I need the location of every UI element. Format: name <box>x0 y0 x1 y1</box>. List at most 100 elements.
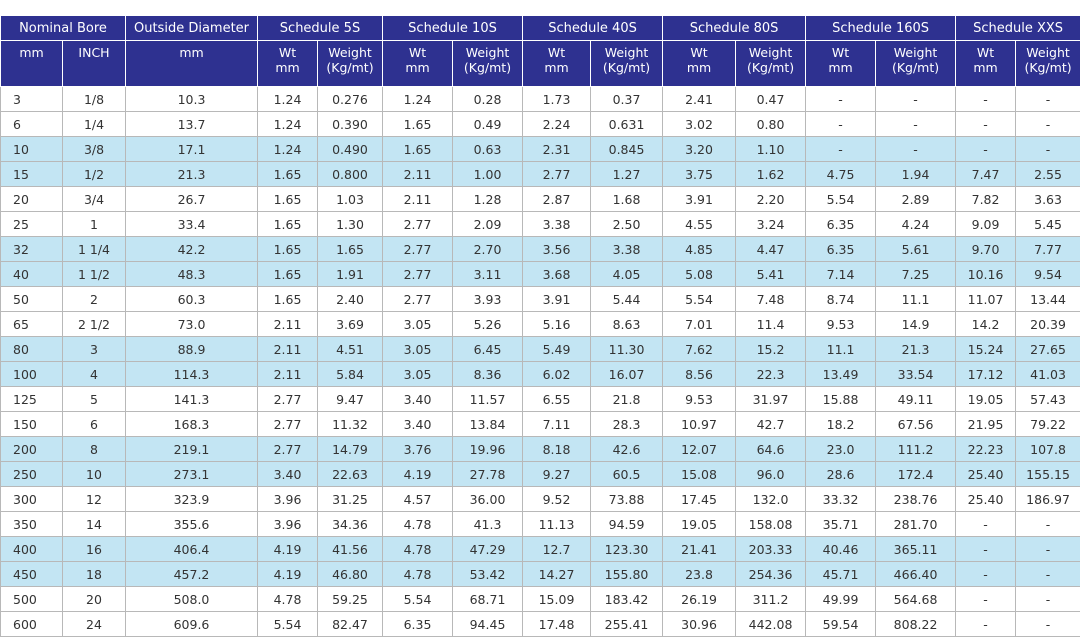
table-cell: - <box>955 111 1017 137</box>
table-row: 10 3/8 17.1 1.24 0.490 1.65 0.63 2.31 0.845 3.20 1… <box>0 136 1080 162</box>
table-cell: 10 <box>0 136 63 162</box>
table-cell: 100 <box>0 361 63 387</box>
column-header: Wt mm <box>955 40 1017 87</box>
column-group-header: Schedule 80S <box>662 15 807 41</box>
table-cell: 14.79 <box>317 436 383 462</box>
table-cell: 14.27 <box>522 561 592 587</box>
table-cell: - <box>1015 586 1080 612</box>
table-cell: 9.70 <box>955 236 1017 262</box>
table-cell: 0.631 <box>590 111 664 137</box>
table-cell: 2 <box>62 286 126 312</box>
table-cell: - <box>875 136 957 162</box>
table-cell: 4.47 <box>735 236 807 262</box>
table-cell: 25 <box>0 211 63 237</box>
table-cell: 60.5 <box>590 461 664 487</box>
table-cell: 2.77 <box>257 386 318 412</box>
table-cell: 3/8 <box>62 136 126 162</box>
table-cell: 6.35 <box>382 611 453 637</box>
table-cell: 1 <box>62 211 126 237</box>
table-row: 150 6 168.3 2.77 11.32 3.40 13.84 7.11 28.3 10.97… <box>0 411 1080 437</box>
table-cell: - <box>955 86 1017 112</box>
table-cell: 23.0 <box>805 436 877 462</box>
table-cell: 18 <box>62 561 126 587</box>
table-cell: 186.97 <box>1015 486 1080 512</box>
table-cell: 33.4 <box>125 211 258 237</box>
table-cell: 73.0 <box>125 311 258 337</box>
table-cell: 49.99 <box>805 586 877 612</box>
table-cell: 33.32 <box>805 486 877 512</box>
table-cell: 48.3 <box>125 261 258 287</box>
table-cell: 21.41 <box>662 536 737 562</box>
column-header: Weight (Kg/mt) <box>875 40 957 87</box>
table-cell: 59.25 <box>317 586 383 612</box>
table-cell: 5.54 <box>805 186 877 212</box>
table-cell: 1.10 <box>735 136 807 162</box>
table-cell: 9.53 <box>805 311 877 337</box>
table-cell: 60.3 <box>125 286 258 312</box>
table-cell: 4.57 <box>382 486 453 512</box>
table-cell: 8.36 <box>451 361 524 387</box>
table-cell: 1.28 <box>451 186 524 212</box>
table-cell: 183.42 <box>590 586 664 612</box>
table-cell: 21.95 <box>955 411 1017 437</box>
table-cell: 23.8 <box>662 561 737 587</box>
table-cell: 1.24 <box>257 111 318 137</box>
table-cell: 1.24 <box>257 136 318 162</box>
table-cell: 3.05 <box>382 361 453 387</box>
table-cell: 4.19 <box>257 536 318 562</box>
table-cell: 219.1 <box>125 436 258 462</box>
table-cell: 1.65 <box>257 261 318 287</box>
table-cell: 0.390 <box>317 111 383 137</box>
table-row: 300 12 323.9 3.96 31.25 4.57 36.00 9.52 73.88 17.… <box>0 486 1080 512</box>
table-cell: 1/4 <box>62 111 126 137</box>
table-cell: 3 <box>0 86 63 112</box>
table-cell: 3.11 <box>451 261 524 287</box>
table-cell: - <box>1015 136 1080 162</box>
table-cell: 508.0 <box>125 586 258 612</box>
table-cell: 273.1 <box>125 461 258 487</box>
table-cell: 11.57 <box>451 386 524 412</box>
table-cell: 4.19 <box>382 461 453 487</box>
table-cell: 53.42 <box>451 561 524 587</box>
table-cell: 45.71 <box>805 561 877 587</box>
table-cell: 3.96 <box>257 511 318 537</box>
table-cell: 4 <box>62 361 126 387</box>
table-cell: 8.63 <box>590 311 664 337</box>
table-cell: 5.16 <box>522 311 592 337</box>
table-cell: 16.07 <box>590 361 664 387</box>
table-cell: 564.68 <box>875 586 957 612</box>
table-cell: 2.09 <box>451 211 524 237</box>
column-group-header: Schedule XXS <box>955 15 1080 41</box>
table-cell: 3.63 <box>1015 186 1080 212</box>
table-cell: 3.05 <box>382 311 453 337</box>
table-cell: 1.65 <box>382 136 453 162</box>
table-cell: 2.77 <box>382 261 453 287</box>
table-cell: 1/8 <box>62 86 126 112</box>
table-cell: 1.94 <box>875 161 957 187</box>
table-cell: 3.40 <box>257 461 318 487</box>
table-cell: 13.84 <box>451 411 524 437</box>
table-cell: 3.91 <box>522 286 592 312</box>
table-cell: 15.88 <box>805 386 877 412</box>
table-cell: 8.18 <box>522 436 592 462</box>
table-cell: 59.54 <box>805 611 877 637</box>
table-cell: 254.36 <box>735 561 807 587</box>
table-cell: 3.56 <box>522 236 592 262</box>
table-cell: 2.31 <box>522 136 592 162</box>
table-cell: 0.845 <box>590 136 664 162</box>
table-cell: 1.03 <box>317 186 383 212</box>
table-cell: 808.22 <box>875 611 957 637</box>
table-cell: 6.02 <box>522 361 592 387</box>
table-cell: 67.56 <box>875 411 957 437</box>
table-cell: 2.77 <box>257 436 318 462</box>
table-cell: 281.70 <box>875 511 957 537</box>
table-cell: 3.20 <box>662 136 737 162</box>
table-row: 500 20 508.0 4.78 59.25 5.54 68.71 15.09 183.42 2… <box>0 586 1080 612</box>
table-cell: 12.07 <box>662 436 737 462</box>
table-cell: 4.55 <box>662 211 737 237</box>
table-cell: 0.276 <box>317 86 383 112</box>
pipe-schedule-table: Nominal Bore Outside Diameter Schedule 5S S… <box>0 15 1080 637</box>
table-cell: 1/2 <box>62 161 126 187</box>
table-cell: 1.68 <box>590 186 664 212</box>
